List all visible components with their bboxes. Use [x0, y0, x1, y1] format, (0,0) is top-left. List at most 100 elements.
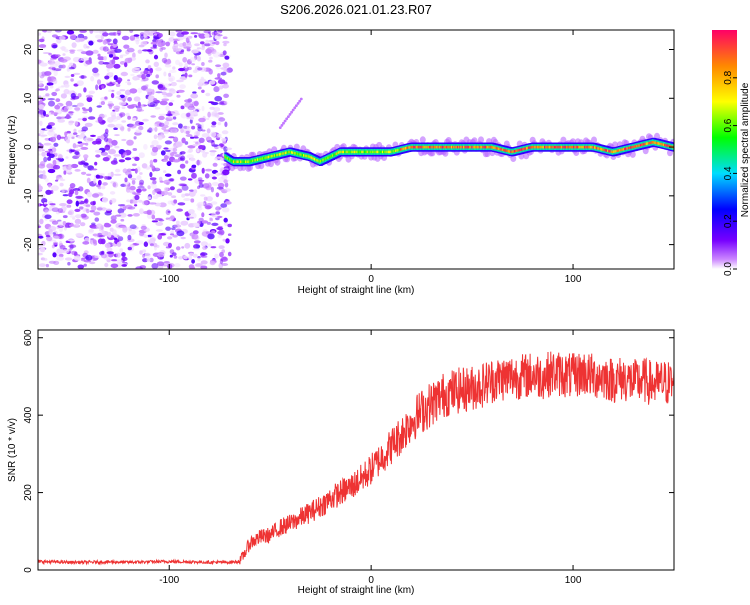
noise-speck	[90, 238, 95, 241]
noise-speck	[38, 72, 42, 76]
noise-speck	[207, 111, 211, 118]
track-halo	[268, 160, 274, 168]
noise-speck	[185, 134, 193, 137]
colorbar-tick-label: 0.4	[723, 166, 734, 180]
noise-speck	[204, 81, 210, 85]
noise-speck	[86, 177, 91, 184]
noise-speck	[140, 34, 145, 40]
noise-speck	[173, 224, 182, 228]
noise-speck	[100, 83, 106, 89]
noise-speck	[121, 120, 127, 123]
noise-speck	[195, 123, 200, 126]
noise-speck	[126, 47, 135, 53]
noise-speck	[194, 43, 200, 47]
noise-speck	[60, 107, 69, 113]
noise-speck	[205, 231, 211, 235]
noise-speck	[76, 102, 84, 107]
noise-speck	[92, 233, 99, 237]
noise-speck	[146, 238, 155, 245]
noise-speck	[48, 183, 52, 188]
noise-speck	[222, 40, 230, 44]
noise-speck	[70, 74, 75, 77]
noise-speck	[59, 203, 67, 207]
noise-speck	[38, 32, 41, 36]
noise-speck	[224, 201, 232, 205]
noise-speck	[171, 195, 177, 198]
noise-speck	[149, 159, 154, 166]
noise-speck	[56, 134, 62, 141]
snr-axis-ticks: -100 0 100 0 200 400 600	[23, 329, 674, 586]
noise-speck	[38, 153, 41, 156]
noise-speck	[127, 57, 133, 63]
noise-speck	[191, 233, 199, 240]
noise-speck	[168, 136, 175, 139]
noise-speck	[185, 37, 190, 44]
noise-speck	[80, 51, 88, 55]
noise-speck	[219, 258, 224, 265]
noise-speck	[127, 104, 135, 109]
noise-speck	[47, 156, 52, 161]
noise-speck	[120, 218, 125, 222]
noise-speck	[146, 209, 152, 215]
noise-speck	[48, 153, 55, 158]
noise-speck	[169, 254, 173, 258]
noise-speck	[135, 36, 140, 39]
streak-dot	[291, 108, 295, 112]
noise-speck	[197, 201, 206, 206]
noise-speck	[158, 33, 163, 38]
noise-speck	[55, 179, 59, 182]
noise-speck	[155, 67, 162, 72]
noise-speck	[93, 211, 101, 216]
noise-speck	[193, 49, 200, 54]
noise-speck	[146, 49, 153, 52]
track-halo	[274, 158, 281, 166]
noise-speck	[164, 173, 172, 177]
noise-speck	[133, 200, 137, 204]
noise-speck	[96, 105, 102, 108]
noise-speck	[180, 127, 184, 134]
noise-speck	[43, 156, 48, 163]
noise-speck	[68, 244, 77, 248]
snr-frame	[37, 329, 675, 571]
noise-speck	[97, 56, 105, 61]
noise-speck	[152, 36, 160, 40]
noise-speck	[58, 220, 64, 227]
noise-speck	[141, 188, 147, 192]
track-halo	[484, 150, 491, 158]
noise-speck	[148, 127, 155, 131]
noise-speck	[109, 59, 114, 66]
noise-speck	[132, 117, 137, 121]
noise-speck	[132, 76, 139, 81]
noise-speck	[74, 151, 80, 155]
noise-speck	[61, 64, 66, 69]
noise-speck	[157, 252, 165, 258]
colorbar-ticks: 0.0 0.2 0.4 0.6 0.8	[723, 70, 737, 276]
noise-speck	[143, 241, 149, 247]
noise-speck	[126, 199, 131, 203]
noise-speck	[210, 246, 217, 249]
colorbar-tick-label: 0.2	[723, 214, 734, 228]
noise-speck	[104, 96, 108, 100]
noise-speck	[137, 87, 143, 94]
noise-speck	[43, 110, 46, 117]
noise-speck	[217, 79, 226, 85]
noise-speck	[64, 75, 71, 78]
noise-speck	[125, 81, 131, 84]
noise-speck	[116, 252, 121, 258]
noise-speck	[66, 105, 73, 110]
noise-speck	[38, 252, 43, 256]
noise-speck	[135, 129, 142, 133]
noise-speck	[38, 163, 46, 169]
noise-speck	[160, 150, 166, 156]
noise-speck	[179, 50, 184, 55]
noise-speck	[131, 179, 136, 185]
y-tick-label: 0	[23, 567, 34, 573]
noise-speck	[137, 101, 141, 107]
noise-speck	[198, 33, 207, 39]
x-tick-label: -100	[159, 274, 179, 285]
noise-speck	[198, 217, 204, 222]
noise-speck	[210, 186, 214, 193]
noise-speck	[173, 136, 179, 143]
noise-speck	[218, 245, 225, 250]
